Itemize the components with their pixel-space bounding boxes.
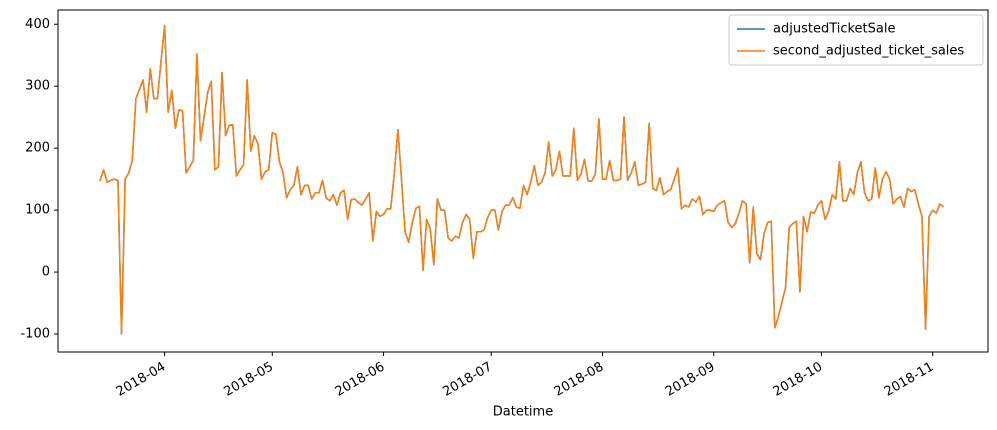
legend-label: second_adjusted_ticket_sales: [773, 44, 964, 59]
series-line: [99, 24, 944, 335]
y-tick-label: 200: [25, 141, 50, 156]
y-tick-label: 0: [42, 265, 50, 280]
legend-label: adjustedTicketSale: [773, 22, 895, 37]
x-tick-label: 2018-07: [440, 360, 495, 400]
x-tick-label: 2018-08: [552, 360, 607, 400]
plot-frame: [57, 9, 989, 353]
x-axis-label: Datetime: [493, 405, 553, 420]
x-tick-label: 2018-11: [882, 360, 937, 400]
y-tick-label: 400: [25, 17, 50, 32]
y-tick-label: 300: [25, 79, 50, 94]
x-tick-label: 2018-10: [771, 360, 826, 400]
x-tick-label: 2018-09: [663, 360, 718, 400]
y-tick-label: 100: [25, 203, 50, 218]
series-line: [99, 24, 944, 335]
y-tick-label: -100: [20, 327, 50, 342]
x-tick-label: 2018-06: [333, 360, 388, 400]
x-tick-label: 2018-05: [221, 360, 276, 400]
x-tick-label: 2018-04: [114, 360, 169, 400]
legend-box: [728, 14, 984, 66]
